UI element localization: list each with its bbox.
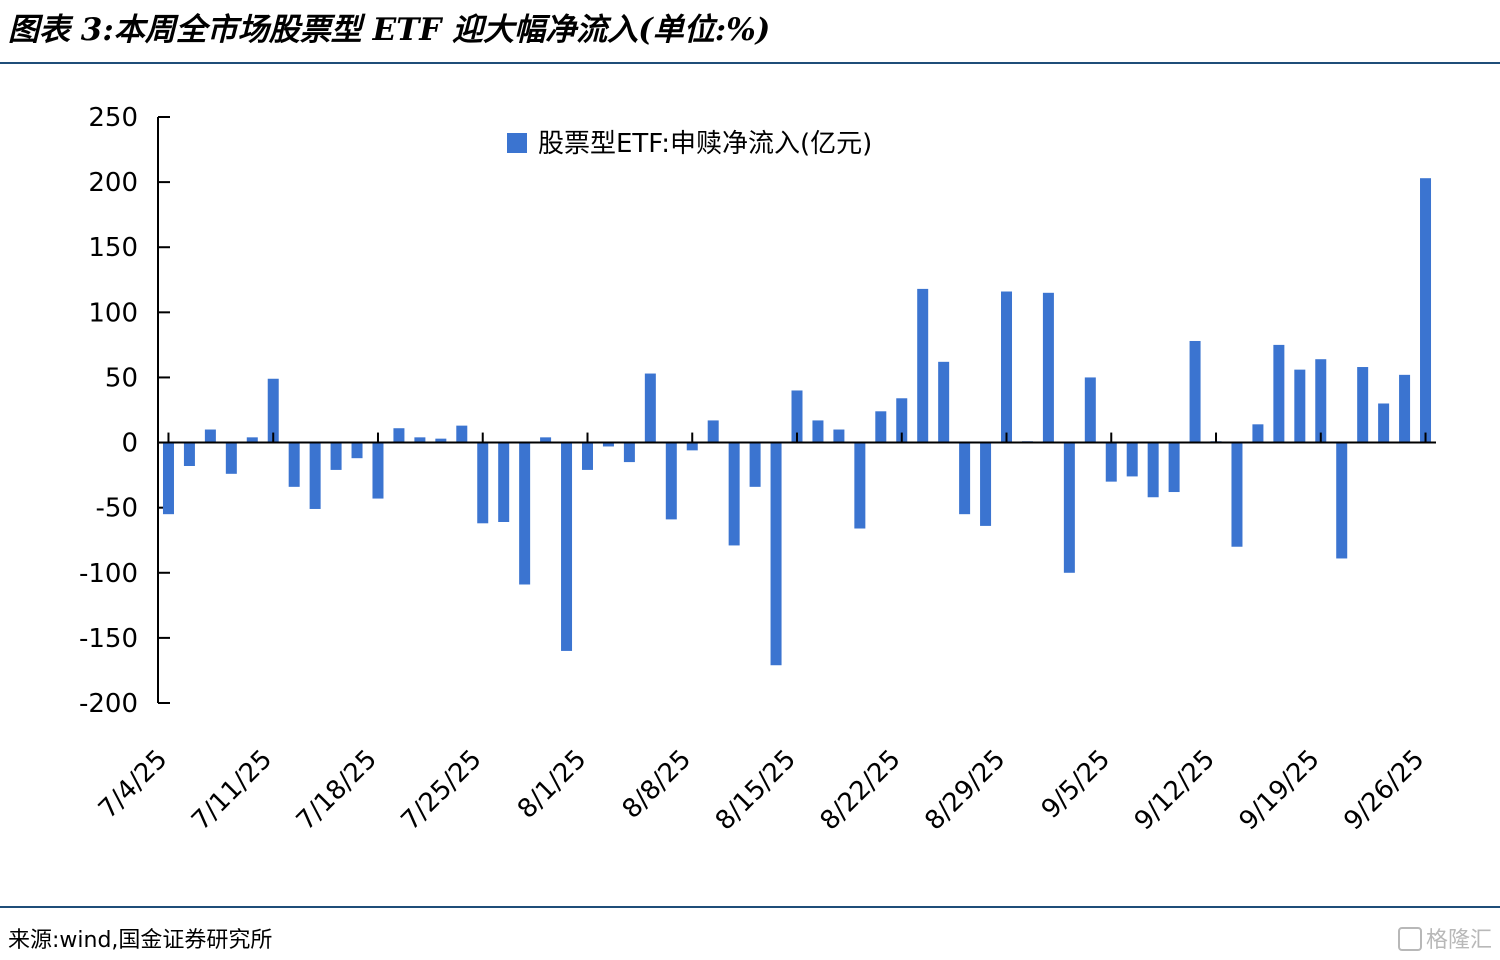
bar: 7/18/25: -43 [372,442,384,499]
bar: 8/25/25: 118 [917,288,929,443]
bar: 7/17/25: -12 [351,442,363,459]
watermark-logo-icon [1397,927,1422,951]
y-tick-label: -100 [79,559,138,589]
bar: 9/23/25: 58 [1357,367,1369,443]
x-tick-label: 8/29/25 [919,744,1011,836]
bar: 8/5/25: -15 [623,442,635,463]
legend-swatch [507,133,527,153]
y-tick-label: 0 [121,429,138,459]
bar: 8/8/25: -6 [686,442,698,451]
bar: 7/31/25: -160 [561,442,573,651]
bar: 9/18/25: 56 [1294,369,1306,443]
y-tick-label: 100 [88,298,138,328]
bar: 7/15/25: -51 [309,442,321,509]
bar: 9/11/25: 78 [1189,340,1201,443]
title-divider [0,62,1500,64]
y-tick-label: -50 [96,494,138,524]
bar: 7/14/25: -34 [288,442,300,487]
bar: 7/8/25: 10 [204,429,216,443]
y-tick-label: 150 [88,233,138,263]
x-tick-label: 9/19/25 [1234,744,1326,836]
bar: 9/25/25: 52 [1399,374,1411,443]
bar: 9/9/25: -42 [1147,442,1159,498]
y-tick-label: 200 [88,168,138,198]
bar: 7/25/25: -62 [477,442,489,524]
bar: 8/15/25: 40 [791,390,803,443]
bar: 8/21/25: 24 [875,411,887,443]
bar: 7/10/25: 4 [246,437,258,443]
bar: 7/9/25: -24 [225,442,237,474]
x-tick-label: 7/25/25 [396,744,488,836]
x-tick-label: 8/1/25 [512,744,592,824]
bar: 8/12/25: -79 [728,442,740,546]
bar: 9/2/25: 115 [1042,292,1054,443]
x-tick-label: 8/22/25 [815,744,907,836]
y-axis: 250 200 150 100 50 0 -50 -100 -150 -200 [79,103,170,719]
bar: 7/21/25: 11 [393,428,405,443]
bar: 7/16/25: -21 [330,442,342,470]
bar: 9/22/25: -89 [1336,442,1348,559]
bar: 7/4/25: -55 [162,442,174,515]
bar: 8/14/25: -171 [770,442,782,666]
x-tick-label: 8/8/25 [617,744,697,824]
source-note: 来源:wind,国金证券研究所 [8,928,273,953]
legend-label: 股票型ETF:申赎净流入(亿元) [538,129,872,159]
bar: 8/28/25: -64 [980,442,992,526]
x-tick-label: 9/26/25 [1338,744,1430,836]
bar: 8/4/25: -3 [602,442,614,447]
bar: 9/17/25: 75 [1273,344,1285,443]
watermark: 格隆汇 [1397,922,1492,954]
x-tick-label: 7/4/25 [93,744,173,824]
bar: 7/30/25: 4 [540,437,552,443]
y-tick-label: -200 [79,689,138,719]
bar: 8/13/25: -34 [749,442,761,487]
bar: 8/11/25: 17 [707,420,719,443]
watermark-text: 格隆汇 [1425,928,1492,953]
x-tick-label: 8/15/25 [710,744,802,836]
bar: 7/28/25: -61 [498,442,510,522]
bar: 7/23/25: 3 [435,438,447,443]
bar: 9/16/25: 14 [1252,424,1264,443]
bar: 9/26/25: 203 [1420,178,1432,443]
bar: 8/20/25: -66 [854,442,866,529]
bar: 9/3/25: -100 [1063,442,1075,573]
x-tick-label: 7/11/25 [186,744,278,836]
bar: 8/27/25: -55 [959,442,971,515]
chart-title: 图表 3:本周全市场股票型 ETF 迎大幅净流入(单位:%) [8,12,771,48]
bar: 8/22/25: 34 [896,398,908,443]
bar: 8/26/25: 62 [938,361,950,443]
x-tick-label: 7/18/25 [291,744,383,836]
bar: 7/29/25: -109 [519,442,531,585]
bar: 9/4/25: 50 [1084,377,1096,443]
bar: 8/1/25: -21 [581,442,593,470]
x-tick-label: 9/12/25 [1129,744,1221,836]
footer-divider [0,906,1500,908]
bar-chart: 250 200 150 100 50 0 -50 -100 -150 -200 7/4/25: -… [79,103,1436,836]
y-tick-label: 250 [88,103,138,133]
bar: 7/24/25: 13 [456,425,468,443]
y-tick-label: 50 [105,363,138,393]
bar: 9/10/25: -38 [1168,442,1180,493]
bar: 8/19/25: 10 [833,429,845,443]
bar-series: 7/4/25: -55 7/7/25: -18 7/8/25: 10 7/9/25: … [162,178,1432,666]
x-tick-label: 9/5/25 [1036,744,1116,824]
bar: 7/11/25: 49 [267,378,279,443]
bar: 9/19/25: 64 [1315,359,1327,443]
bar: 9/5/25: -30 [1105,442,1117,482]
y-tick-label: -150 [79,624,138,654]
bar: 9/15/25: -80 [1231,442,1243,547]
bar: 8/7/25: -59 [665,442,677,520]
bar: 7/22/25: 4 [414,437,426,443]
bar: 8/18/25: 17 [812,420,824,443]
bar: 8/29/25: 116 [1001,291,1013,443]
bar: 7/7/25: -18 [183,442,195,466]
legend: 股票型ETF:申赎净流入(亿元) [507,129,872,159]
bar: 8/6/25: 53 [644,373,656,443]
bar: 9/8/25: -26 [1126,442,1138,477]
bar: 9/24/25: 30 [1378,403,1390,443]
